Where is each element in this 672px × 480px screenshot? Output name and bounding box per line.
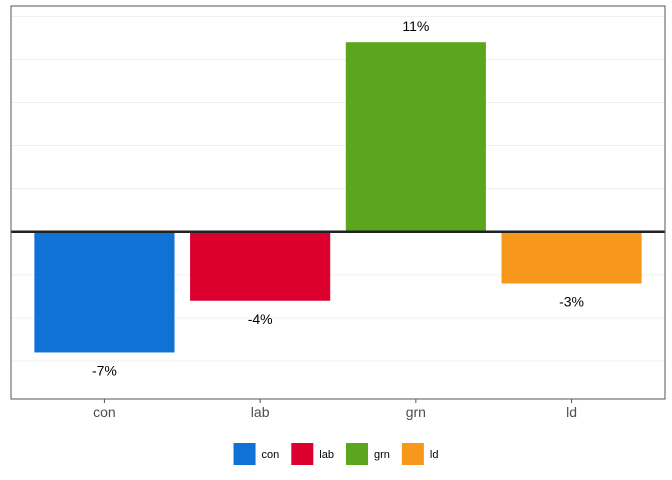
legend-key-grn — [345, 443, 368, 465]
data-labels: -7% -4% 11% -3% — [92, 18, 584, 378]
x-tick-label-con: con — [93, 404, 116, 420]
legend-key-ld — [401, 443, 424, 465]
data-label-con: -7% — [92, 362, 117, 378]
legend-key-lab — [291, 443, 314, 465]
bar-con — [34, 231, 175, 353]
legend-label-con: con — [262, 449, 280, 461]
plot-panel-border — [10, 5, 666, 400]
legend-label-lab: lab — [319, 449, 334, 461]
x-tick-label-grn: grn — [406, 404, 426, 420]
legend-label-grn: grn — [374, 449, 390, 461]
legend-key-con — [233, 443, 256, 465]
legend-label-ld: ld — [430, 449, 439, 461]
data-label-ld: -3% — [559, 294, 584, 310]
legend: con lab grn ld — [233, 443, 439, 465]
data-label-lab: -4% — [248, 311, 273, 327]
x-tick-label-lab: lab — [251, 404, 270, 420]
bar-grn — [345, 42, 486, 232]
bar-ld — [501, 231, 642, 284]
data-label-grn: 11% — [402, 18, 429, 34]
x-tick-label-ld: ld — [566, 404, 577, 420]
bar-lab — [190, 231, 331, 301]
x-axis: con lab grn ld — [93, 399, 577, 420]
bars — [34, 42, 642, 353]
